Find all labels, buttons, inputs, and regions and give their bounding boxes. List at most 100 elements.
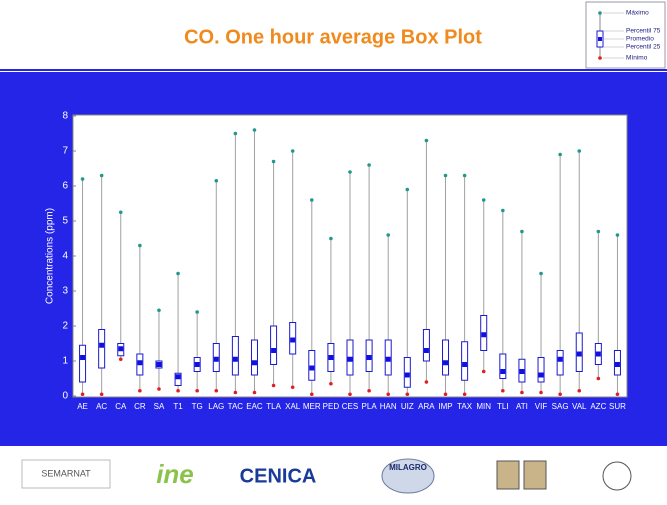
logo-emblem — [523, 460, 547, 490]
box — [442, 339, 450, 376]
legend-label: Percentil 75 — [626, 28, 661, 35]
min-marker — [386, 392, 391, 397]
mean-marker — [462, 362, 468, 367]
box — [537, 357, 545, 383]
x-tick-label: MER — [303, 402, 321, 411]
min-marker — [520, 390, 524, 395]
x-tick-label: LAG — [208, 402, 224, 411]
logo-emblem — [496, 460, 520, 490]
max-marker — [118, 210, 123, 215]
legend-label: Percentil 25 — [626, 44, 661, 51]
x-tick-label: TAX — [457, 402, 473, 411]
max-marker — [252, 128, 257, 132]
x-tick-label: MIN — [476, 402, 491, 411]
max-marker — [233, 131, 238, 136]
x-tick-label: CA — [115, 402, 127, 411]
mean-marker — [99, 342, 105, 348]
x-tick-label: AC — [96, 402, 107, 411]
mean-marker — [175, 374, 181, 380]
box — [556, 350, 564, 376]
min-marker — [290, 385, 295, 390]
x-tick-label: ARA — [418, 402, 435, 411]
x-tick-label: TLA — [266, 402, 281, 411]
min-marker — [233, 390, 238, 395]
mean-marker — [213, 356, 219, 362]
mean-marker — [328, 355, 334, 360]
min-marker — [577, 388, 582, 393]
box — [98, 329, 106, 369]
max-marker — [80, 177, 85, 181]
mean-marker — [80, 355, 86, 360]
x-tick-label: PLA — [362, 402, 378, 411]
x-tick-label: CES — [342, 402, 358, 411]
min-marker — [424, 380, 429, 384]
box — [231, 336, 239, 376]
min-marker — [157, 387, 161, 391]
y-axis-label: Concentrations (ppm) — [45, 208, 56, 304]
x-tick-label: TG — [192, 402, 203, 411]
min-marker — [443, 392, 448, 397]
logo-text: SEMARNAT — [41, 468, 91, 478]
y-tick-label: 1 — [62, 356, 68, 367]
box — [79, 344, 87, 383]
y-tick-label: 0 — [62, 391, 68, 402]
mean-marker — [232, 356, 238, 362]
min-marker — [80, 392, 85, 397]
x-tick-label: VIF — [535, 402, 548, 411]
max-marker — [481, 198, 486, 202]
max-marker — [386, 233, 391, 237]
x-tick-label: PED — [323, 402, 340, 411]
logo-text: ine — [156, 459, 194, 489]
mean-marker — [538, 372, 544, 378]
min-marker — [252, 390, 257, 395]
logo-frame — [21, 459, 111, 489]
mean-marker — [595, 351, 601, 357]
legend-marker — [598, 11, 602, 15]
x-tick-label: SA — [154, 402, 165, 411]
max-marker — [138, 243, 142, 248]
legend-label: Mínimo — [626, 55, 648, 62]
logo-text: CENICA — [240, 465, 317, 487]
min-marker — [405, 392, 410, 397]
logo-emblem — [602, 461, 632, 491]
x-tick-label: HAN — [380, 402, 397, 411]
mean-marker — [614, 362, 620, 367]
mean-marker — [443, 360, 449, 366]
box — [422, 329, 430, 362]
mean-marker — [519, 369, 525, 374]
box — [499, 353, 507, 379]
box — [250, 339, 258, 376]
y-tick-label: 3 — [62, 286, 68, 297]
max-marker — [195, 310, 199, 314]
mean-marker — [366, 355, 372, 360]
box — [461, 341, 469, 381]
min-marker — [309, 392, 314, 397]
min-marker — [138, 388, 142, 393]
min-marker — [558, 392, 562, 397]
min-marker — [195, 388, 199, 393]
max-marker — [157, 308, 161, 313]
min-marker — [615, 392, 620, 397]
footer-logos: SEMARNAT ine CENICA MILAGRO — [21, 458, 632, 494]
mean-marker — [500, 369, 506, 374]
x-tick-label: SAG — [552, 402, 569, 411]
min-marker — [367, 388, 371, 393]
min-marker — [348, 392, 352, 397]
mean-marker — [156, 362, 162, 367]
max-marker — [348, 170, 352, 174]
legend-marker — [598, 56, 602, 60]
max-marker — [443, 173, 448, 178]
x-tick-label: VAL — [572, 402, 587, 411]
box — [308, 350, 316, 381]
max-marker — [520, 229, 524, 234]
max-marker — [329, 236, 333, 241]
mean-marker — [557, 356, 563, 362]
legend-label: Promedio — [626, 36, 654, 43]
x-tick-label: AE — [77, 402, 88, 411]
mean-marker — [137, 360, 143, 366]
x-tick-label: XAL — [285, 402, 301, 411]
mean-marker — [576, 351, 582, 357]
max-marker — [367, 163, 371, 167]
max-marker — [596, 229, 601, 234]
